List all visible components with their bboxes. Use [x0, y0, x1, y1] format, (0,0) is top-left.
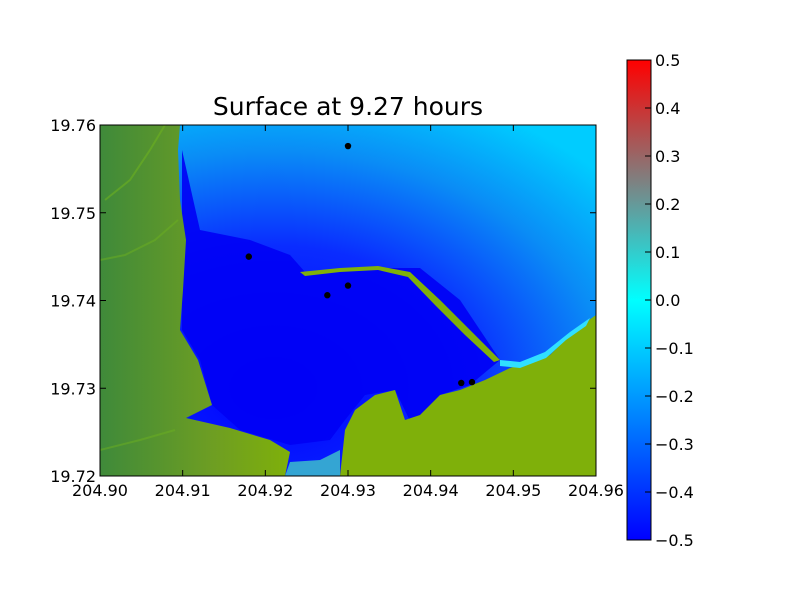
x-tick-label: 204.96: [568, 481, 624, 500]
colorbar-tick-label: −0.2: [655, 387, 694, 406]
chart-title: Surface at 9.27 hours: [213, 92, 483, 121]
y-tick-label: 19.74: [50, 292, 96, 311]
y-tick-label: 19.73: [50, 379, 96, 398]
colorbar: 0.5 0.4 0.3 0.2 0.1 0.0 −0.1 −0.2 −0.3 −0.4 −0.5: [626, 51, 694, 550]
colorbar-tick-label: 0.2: [655, 195, 680, 214]
gauge-point: [458, 379, 465, 387]
stream-channel: [100, 219, 179, 261]
y-tick-label: 19.75: [50, 204, 96, 223]
x-tick-label: 204.90: [72, 481, 128, 500]
bay-surface: [182, 150, 500, 445]
colorbar-tick-label: 0.4: [655, 99, 680, 118]
colorbar-ticks: 0.5 0.4 0.3 0.2 0.1 0.0 −0.1 −0.2 −0.3 −0.4 −0.5: [645, 51, 694, 550]
x-axis: 204.90 204.91 204.92 204.93 204.94 204.95 204.…: [72, 125, 624, 500]
x-tick-label: 204.93: [320, 481, 376, 500]
colorbar-tick-label: 0.5: [655, 51, 680, 70]
gauge-point: [344, 282, 352, 289]
shallow-fringe: [285, 450, 340, 476]
colorbar-tick-label: −0.3: [655, 435, 694, 454]
colorbar-tick-label: −0.5: [655, 531, 694, 550]
x-tick-label: 204.91: [155, 481, 211, 500]
gauge-point: [344, 142, 352, 150]
x-tick-label: 204.92: [237, 481, 293, 500]
south-land: [340, 315, 596, 476]
gauge-point: [245, 253, 252, 260]
left-land: [100, 125, 290, 476]
colorbar-tick-label: 0.0: [655, 291, 680, 310]
stream-channel: [104, 125, 166, 201]
gauge-point: [468, 378, 476, 386]
y-tick-label: 19.76: [50, 116, 96, 135]
shallow-fringe-east: [500, 318, 590, 368]
y-axis: 19.72 19.73 19.74 19.75 19.76: [50, 116, 596, 486]
stream-channel: [100, 429, 176, 451]
colorbar-tick-label: 0.3: [655, 147, 680, 166]
gauge-point: [324, 292, 331, 299]
gauge-markers: [245, 142, 476, 387]
y-tick-label: 19.72: [50, 467, 96, 486]
colorbar-tick-label: −0.1: [655, 339, 694, 358]
colorbar-tick-label: 0.1: [655, 243, 680, 262]
x-tick-label: 204.94: [403, 481, 459, 500]
plot-area: [100, 125, 596, 476]
x-tick-label: 204.95: [485, 481, 541, 500]
colorbar-tick-label: −0.4: [655, 483, 694, 502]
